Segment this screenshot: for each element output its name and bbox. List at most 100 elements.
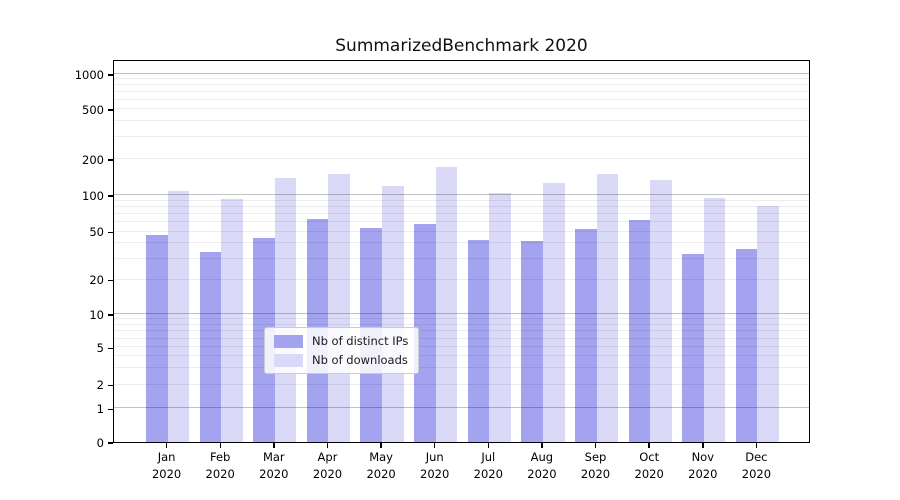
y-tick-mark — [108, 159, 113, 161]
minor-gridline — [114, 318, 809, 320]
minor-gridline — [114, 230, 809, 232]
bar-downloads-may — [382, 186, 404, 442]
minor-gridline — [114, 84, 809, 86]
y-tick-label: 2 — [96, 378, 104, 393]
y-tick-mark — [108, 314, 113, 316]
legend-swatch-downloads — [274, 353, 303, 367]
x-tick-label: Nov 2020 — [688, 450, 718, 481]
y-tick-mark — [108, 347, 113, 350]
bar-ips-aug — [521, 240, 543, 442]
bar-downloads-sep — [596, 174, 619, 442]
bar-downloads-feb — [221, 199, 243, 442]
y-tick-label: 200 — [82, 152, 104, 167]
x-tick-label: Sep 2020 — [580, 450, 611, 481]
x-tick-mark — [326, 443, 329, 448]
bar-ips-oct — [628, 219, 651, 442]
bar-ips-sep — [574, 228, 597, 442]
bar-downloads-jan — [167, 190, 190, 442]
minor-gridline — [114, 337, 809, 339]
x-tick-label: Dec 2020 — [741, 450, 772, 481]
x-tick-label: May 2020 — [366, 450, 396, 481]
x-tick-mark — [541, 443, 543, 448]
minor-gridline — [114, 330, 809, 332]
legend-row: Nb of distinct IPs — [274, 334, 408, 348]
bar-ips-dec — [735, 248, 758, 442]
plot-area — [113, 60, 810, 443]
bar-downloads-aug — [542, 183, 565, 442]
minor-gridline — [114, 98, 809, 100]
x-tick-label: Feb 2020 — [205, 450, 235, 481]
y-tick-label: 20 — [89, 273, 104, 288]
legend-swatch-ips — [274, 334, 303, 348]
y-tick-label: 100 — [82, 188, 104, 203]
minor-gridline — [114, 323, 809, 325]
x-tick-label: Aug 2020 — [527, 450, 557, 481]
minor-gridline — [114, 221, 809, 222]
bar-downloads-oct — [650, 179, 672, 442]
x-tick-label: Oct 2020 — [634, 450, 664, 481]
minor-gridline — [114, 278, 809, 280]
x-tick-mark — [433, 443, 436, 448]
minor-gridline — [114, 367, 809, 369]
minor-gridline — [114, 158, 809, 159]
bar-ips-jul — [467, 239, 490, 442]
minor-gridline — [114, 78, 809, 80]
y-tick-label: 1000 — [74, 67, 104, 82]
x-tick-label: Mar 2020 — [259, 450, 289, 481]
major-gridline — [114, 73, 809, 74]
x-tick-mark — [487, 443, 490, 448]
bar-ips-jan — [146, 234, 168, 442]
bar-downloads-jun — [435, 167, 458, 442]
x-tick-label: Apr 2020 — [312, 450, 343, 481]
x-tick-label: Jan 2020 — [151, 450, 182, 481]
y-tick-label: 1 — [96, 401, 104, 416]
y-tick-label: 10 — [89, 307, 104, 322]
minor-gridline — [114, 91, 809, 92]
legend-label: Nb of downloads — [312, 353, 408, 367]
y-tick-label: 50 — [89, 225, 104, 240]
bar-ips-nov — [682, 253, 704, 442]
minor-gridline — [114, 199, 809, 201]
legend-label: Nb of distinct IPs — [312, 334, 409, 348]
minor-gridline — [114, 257, 809, 259]
x-tick-mark — [755, 443, 758, 448]
y-tick-mark — [108, 279, 113, 282]
minor-gridline — [114, 108, 809, 109]
y-tick-mark — [108, 408, 113, 411]
legend-row: Nb of downloads — [274, 353, 408, 367]
x-tick-mark — [380, 443, 382, 448]
chart-title: SummarizedBenchmark 2020 — [335, 36, 588, 56]
major-gridline — [114, 194, 809, 195]
bar-downloads-jul — [489, 193, 511, 442]
minor-gridline — [114, 383, 809, 385]
y-tick-mark — [108, 74, 113, 76]
x-tick-label: Jun 2020 — [420, 450, 450, 481]
minor-gridline — [114, 205, 809, 207]
x-tick-mark — [219, 443, 221, 448]
legend: Nb of distinct IPs Nb of downloads — [264, 327, 420, 374]
minor-gridline — [114, 120, 809, 122]
y-tick-mark — [108, 231, 113, 234]
minor-gridline — [114, 135, 809, 137]
bar-ips-jun — [414, 223, 436, 442]
x-tick-mark — [165, 443, 168, 448]
minor-gridline — [114, 346, 809, 348]
minor-gridline — [114, 355, 809, 357]
x-tick-mark — [594, 443, 597, 448]
x-tick-label: Jul 2020 — [473, 450, 503, 481]
bar-downloads-apr — [328, 174, 351, 442]
bar-ips-feb — [199, 251, 222, 442]
x-tick-mark — [273, 443, 275, 448]
major-gridline — [114, 407, 809, 409]
y-tick-label: 5 — [96, 340, 104, 355]
minor-gridline — [114, 242, 809, 244]
y-tick-label: 500 — [82, 102, 104, 117]
x-tick-mark — [648, 443, 650, 448]
y-tick-mark — [108, 109, 113, 111]
bar-downloads-dec — [757, 205, 779, 442]
y-tick-mark — [108, 384, 113, 387]
major-gridline — [114, 313, 809, 314]
minor-gridline — [114, 212, 809, 214]
bar-downloads-mar — [274, 177, 297, 442]
